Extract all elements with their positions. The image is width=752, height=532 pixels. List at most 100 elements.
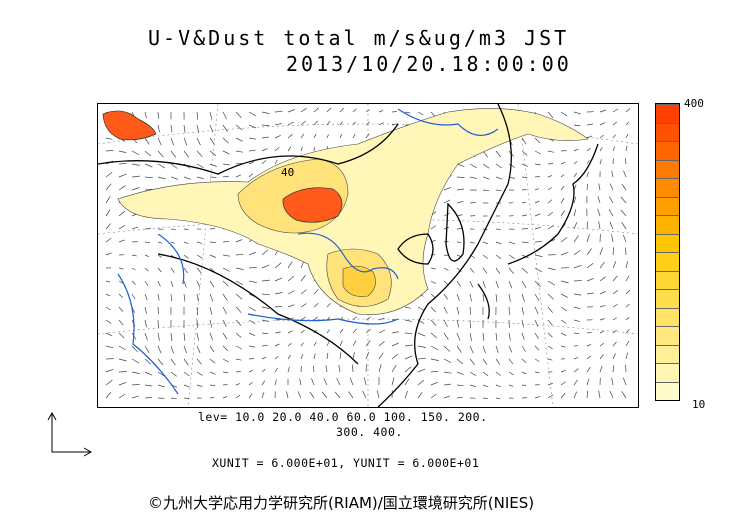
wind-vector — [547, 111, 554, 119]
wind-vector — [495, 241, 502, 245]
wind-vector — [625, 340, 630, 347]
dust-heavy-central — [282, 187, 343, 223]
wind-vector — [521, 384, 527, 386]
wind-vector — [144, 319, 147, 328]
wind-vector — [521, 358, 527, 364]
wind-vector — [482, 358, 488, 365]
wind-vector — [326, 107, 332, 113]
wind-vector — [534, 241, 543, 243]
wind-vector — [196, 163, 204, 169]
wind-vector — [118, 345, 126, 351]
wind-vector — [597, 196, 601, 204]
wind-vector — [235, 280, 244, 286]
wind-vector — [573, 221, 578, 230]
wind-vector — [248, 137, 257, 140]
wind-vector — [183, 137, 188, 146]
wind-vector — [625, 133, 629, 139]
wind-vector — [352, 340, 357, 347]
wind-vector — [105, 171, 113, 178]
coastlines — [98, 104, 599, 407]
wind-vector — [170, 124, 173, 133]
wind-vector — [196, 280, 201, 288]
wind-vector — [339, 121, 343, 126]
wind-vector — [391, 353, 399, 360]
wind-vector — [157, 319, 159, 328]
wind-vector — [482, 176, 490, 180]
wind-vector — [274, 292, 283, 295]
wind-vector — [144, 176, 153, 179]
wind-vector — [560, 111, 568, 117]
wind-vector — [105, 391, 112, 399]
wind-vector — [131, 358, 140, 364]
wind-vector — [573, 332, 580, 335]
wind-vector — [469, 371, 476, 376]
wind-vector — [443, 267, 449, 271]
wind-vector — [209, 176, 217, 178]
wind-vector — [547, 280, 555, 286]
wind-vector — [261, 136, 269, 139]
wind-vector — [352, 108, 357, 113]
wind-vector — [287, 109, 295, 113]
wind-vector — [209, 293, 214, 302]
wind-vector — [339, 352, 342, 360]
wind-vector — [404, 355, 413, 360]
wind-vector — [521, 319, 524, 328]
wind-vector — [131, 280, 136, 285]
wind-vector — [196, 124, 200, 133]
wind-vector — [508, 293, 511, 302]
rivers — [117, 108, 499, 395]
wind-vector — [391, 377, 395, 386]
wind-vector — [573, 391, 578, 399]
wind-vector — [586, 263, 594, 269]
wind-vector — [157, 137, 162, 146]
wind-vector — [157, 358, 164, 366]
wind-vector — [300, 108, 307, 113]
wind-vector — [248, 381, 253, 386]
wind-vector — [482, 397, 488, 399]
wind-vector — [560, 280, 569, 284]
wind-vector — [547, 382, 554, 386]
wind-vector — [105, 223, 111, 230]
wind-vector — [378, 341, 385, 347]
wind-vector — [248, 358, 255, 360]
wind-vector — [430, 332, 438, 339]
wind-vector — [362, 390, 367, 399]
wind-vector — [621, 222, 627, 230]
wind-vector — [430, 306, 436, 313]
wind-vector — [131, 384, 140, 386]
wind-vector — [313, 288, 319, 295]
wind-vector — [534, 319, 539, 327]
wind-vector — [196, 345, 201, 354]
colorbar-swatch — [656, 307, 679, 326]
wind-vector — [363, 377, 367, 386]
wind-vector — [170, 137, 175, 146]
wind-vector — [482, 345, 486, 354]
wind-vector — [430, 381, 438, 386]
wind-vector — [586, 160, 590, 165]
wind-vector — [235, 239, 243, 243]
wind-vector — [365, 340, 371, 347]
wind-vector — [118, 371, 128, 373]
wind-vector — [508, 358, 514, 365]
wind-vector — [365, 121, 370, 126]
wind-vector — [508, 241, 516, 245]
wind-vector — [404, 332, 413, 335]
wind-vector — [482, 254, 489, 259]
wind-vector — [300, 120, 306, 126]
wind-vector — [248, 266, 257, 269]
wind-vector — [170, 267, 175, 273]
wind-vector — [209, 241, 216, 243]
wind-vector — [144, 228, 151, 230]
wind-vector — [118, 332, 125, 339]
wind-vector — [183, 345, 187, 354]
wind-vector — [248, 149, 256, 152]
wind-vector — [469, 293, 472, 302]
wind-vector — [547, 211, 554, 217]
wind-vector — [378, 352, 384, 360]
wind-vector — [183, 371, 190, 377]
wind-vector — [235, 332, 242, 338]
wind-vector — [443, 187, 452, 191]
wind-vector — [612, 365, 615, 373]
wind-vector — [599, 109, 607, 113]
wind-vector — [170, 176, 179, 180]
